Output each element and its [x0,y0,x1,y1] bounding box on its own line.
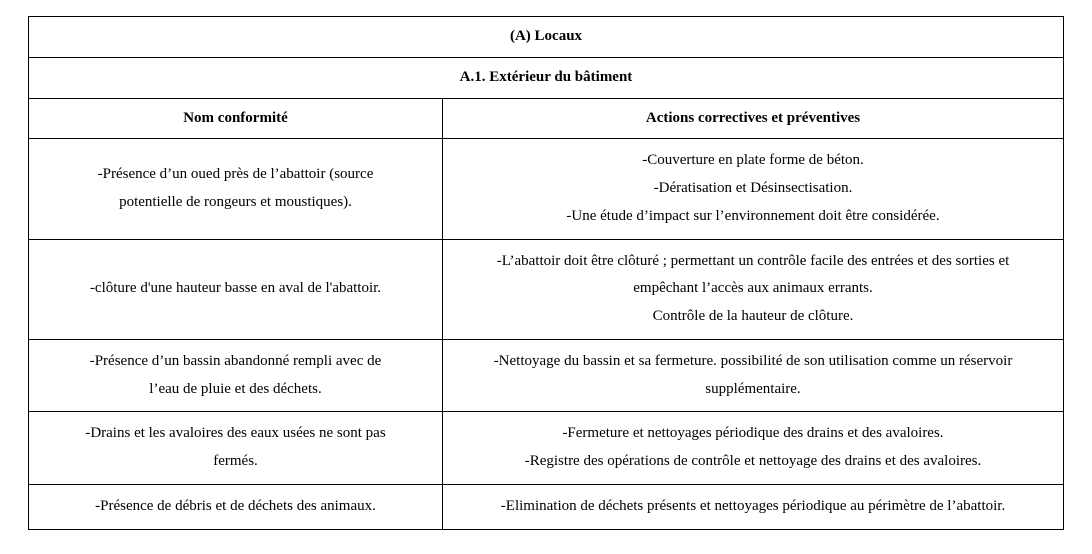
nonconformity-cell: -Présence de débris et de déchets des an… [29,484,443,529]
cell-line: -Fermeture et nettoyages périodique des … [455,420,1051,448]
cell-line: -Couverture en plate forme de béton. [455,147,1051,175]
cell-line: Contrôle de la hauteur de clôture. [455,303,1051,331]
column-header-right: Actions correctives et préventives [443,98,1064,139]
cell-line: -Registre des opérations de contrôle et … [455,448,1051,476]
cell-line: -Nettoyage du bassin et sa fermeture. po… [455,348,1051,376]
cell-line: potentielle de rongeurs et moustiques). [41,189,430,217]
actions-cell: -Couverture en plate forme de béton. -Dé… [443,139,1064,239]
actions-cell: -Fermeture et nettoyages périodique des … [443,412,1064,485]
actions-cell: -Elimination de déchets présents et nett… [443,484,1064,529]
table-row: -Présence d’un bassin abandonné rempli a… [29,339,1064,412]
nonconformity-cell: -Présence d’un oued près de l’abattoir (… [29,139,443,239]
section-title: (A) Locaux [29,17,1064,58]
column-header-row: Nom conformité Actions correctives et pr… [29,98,1064,139]
table-row: -Présence de débris et de déchets des an… [29,484,1064,529]
cell-line: -clôture d'une hauteur basse en aval de … [41,275,430,303]
table-row: -clôture d'une hauteur basse en aval de … [29,239,1064,339]
nonconformity-cell: -Présence d’un bassin abandonné rempli a… [29,339,443,412]
cell-line: l’eau de pluie et des déchets. [41,376,430,404]
subsection-title: A.1. Extérieur du bâtiment [29,57,1064,98]
cell-line: -Une étude d’impact sur l’environnement … [455,203,1051,231]
document-page: (A) Locaux A.1. Extérieur du bâtiment No… [0,0,1092,554]
cell-line: -Présence d’un bassin abandonné rempli a… [41,348,430,376]
cell-line: -Présence de débris et de déchets des an… [41,493,430,521]
actions-cell: -Nettoyage du bassin et sa fermeture. po… [443,339,1064,412]
conformity-table: (A) Locaux A.1. Extérieur du bâtiment No… [28,16,1064,530]
cell-line: supplémentaire. [455,376,1051,404]
cell-line: fermés. [41,448,430,476]
actions-cell: -L’abattoir doit être clôturé ; permetta… [443,239,1064,339]
table-row: -Drains et les avaloires des eaux usées … [29,412,1064,485]
table-row: -Présence d’un oued près de l’abattoir (… [29,139,1064,239]
cell-line: -Présence d’un oued près de l’abattoir (… [41,161,430,189]
cell-line: -Dératisation et Désinsectisation. [455,175,1051,203]
cell-line: empêchant l’accès aux animaux errants. [455,275,1051,303]
nonconformity-cell: -Drains et les avaloires des eaux usées … [29,412,443,485]
column-header-left: Nom conformité [29,98,443,139]
cell-line: -L’abattoir doit être clôturé ; permetta… [455,248,1051,276]
cell-line: -Drains et les avaloires des eaux usées … [41,420,430,448]
cell-line: -Elimination de déchets présents et nett… [455,493,1051,521]
subsection-title-row: A.1. Extérieur du bâtiment [29,57,1064,98]
nonconformity-cell: -clôture d'une hauteur basse en aval de … [29,239,443,339]
section-title-row: (A) Locaux [29,17,1064,58]
